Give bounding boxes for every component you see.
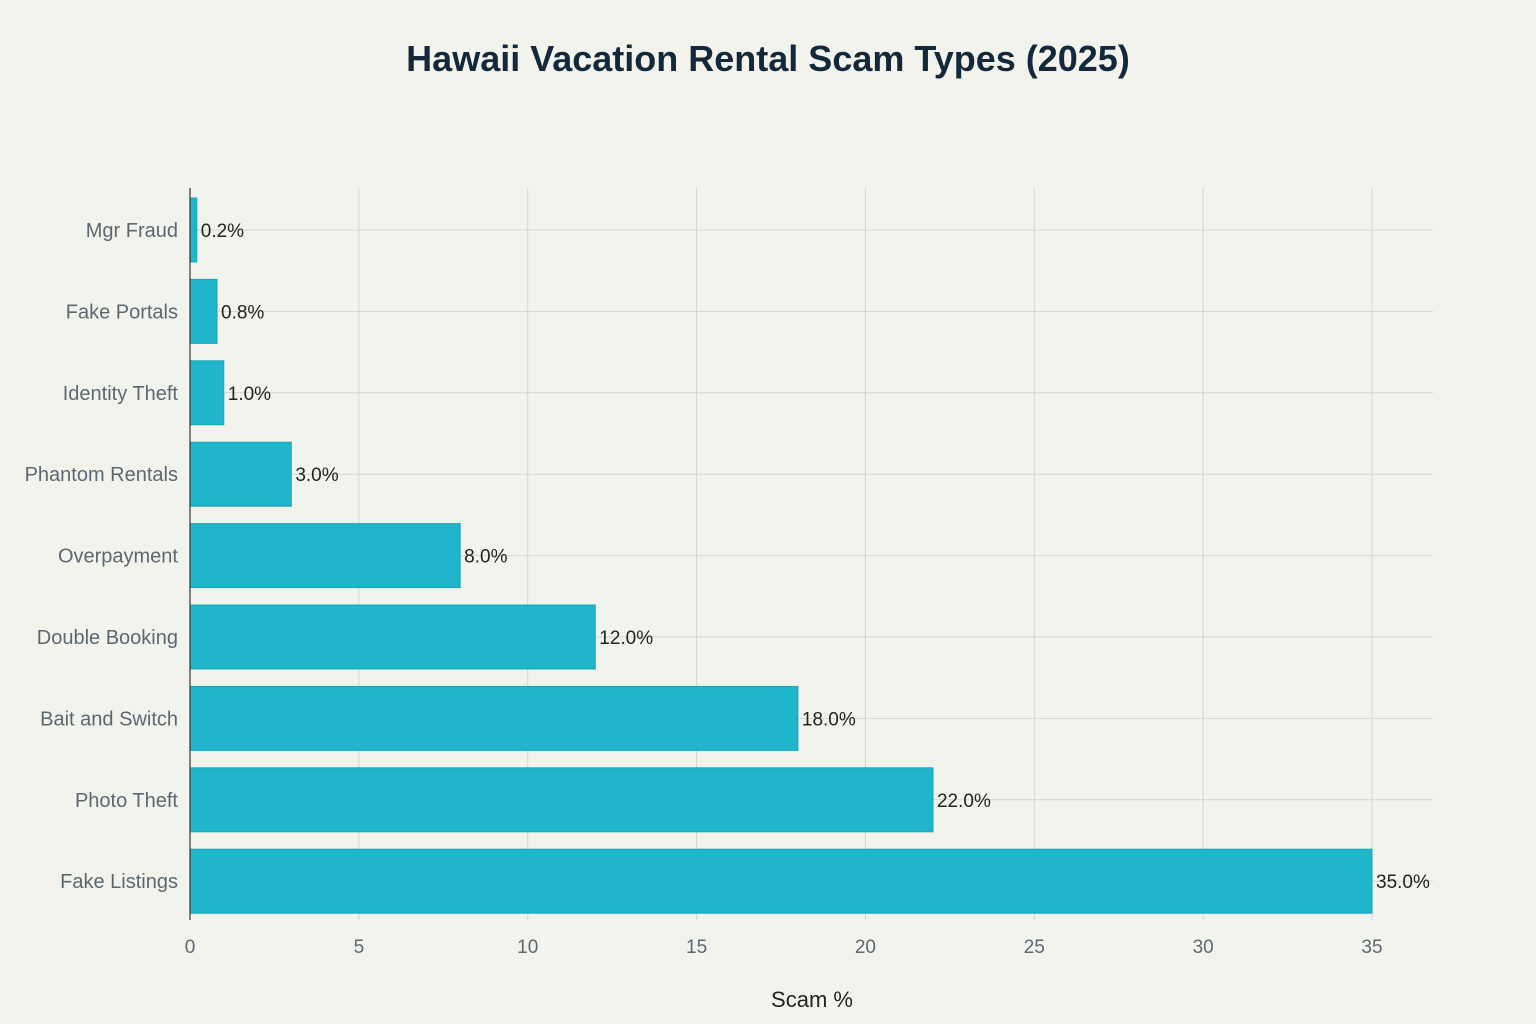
category-label: Bait and Switch (40, 708, 178, 730)
category-label: Fake Listings (60, 871, 178, 893)
label-layer: Mgr Fraud 0.2% Fake Portals 0.8% Identity Th… (25, 220, 1430, 893)
data-label: 12.0% (599, 628, 653, 649)
x-tick-label: 0 (185, 937, 196, 958)
x-axis-title: Scam % (771, 987, 853, 1012)
data-label: 0.2% (201, 221, 244, 242)
data-label: 35.0% (1376, 872, 1430, 893)
x-tick-label: 30 (1193, 937, 1214, 958)
bar (189, 604, 596, 670)
data-label: 1.0% (228, 384, 271, 405)
data-label: 3.0% (295, 465, 338, 486)
bar (189, 441, 292, 507)
category-label: Double Booking (37, 627, 178, 649)
x-tick-label: 15 (686, 937, 707, 958)
x-tick-label: 10 (517, 937, 538, 958)
bar-layer (189, 197, 1373, 914)
category-label: Fake Portals (66, 301, 178, 323)
data-label: 8.0% (464, 547, 507, 568)
category-label: Phantom Rentals (25, 464, 178, 486)
bar (189, 278, 218, 344)
bar (189, 360, 225, 426)
bar (189, 197, 198, 263)
category-label: Mgr Fraud (86, 220, 178, 242)
chart-title: Hawaii Vacation Rental Scam Types (2025) (406, 38, 1130, 79)
axis-layer: 0 5 10 15 20 25 30 35 (185, 188, 1383, 958)
x-tick-label: 5 (354, 937, 365, 958)
bar (189, 848, 1373, 914)
category-label: Photo Theft (75, 790, 178, 812)
bar (189, 767, 934, 833)
bar (189, 523, 461, 589)
data-label: 18.0% (802, 709, 856, 730)
x-tick-label: 35 (1361, 937, 1382, 958)
data-label: 22.0% (937, 791, 991, 812)
data-label: 0.8% (221, 302, 264, 323)
x-tick-label: 25 (1024, 937, 1045, 958)
category-label: Identity Theft (63, 383, 179, 405)
bar (189, 685, 799, 751)
x-tick-label: 20 (855, 937, 876, 958)
category-label: Overpayment (58, 546, 178, 568)
